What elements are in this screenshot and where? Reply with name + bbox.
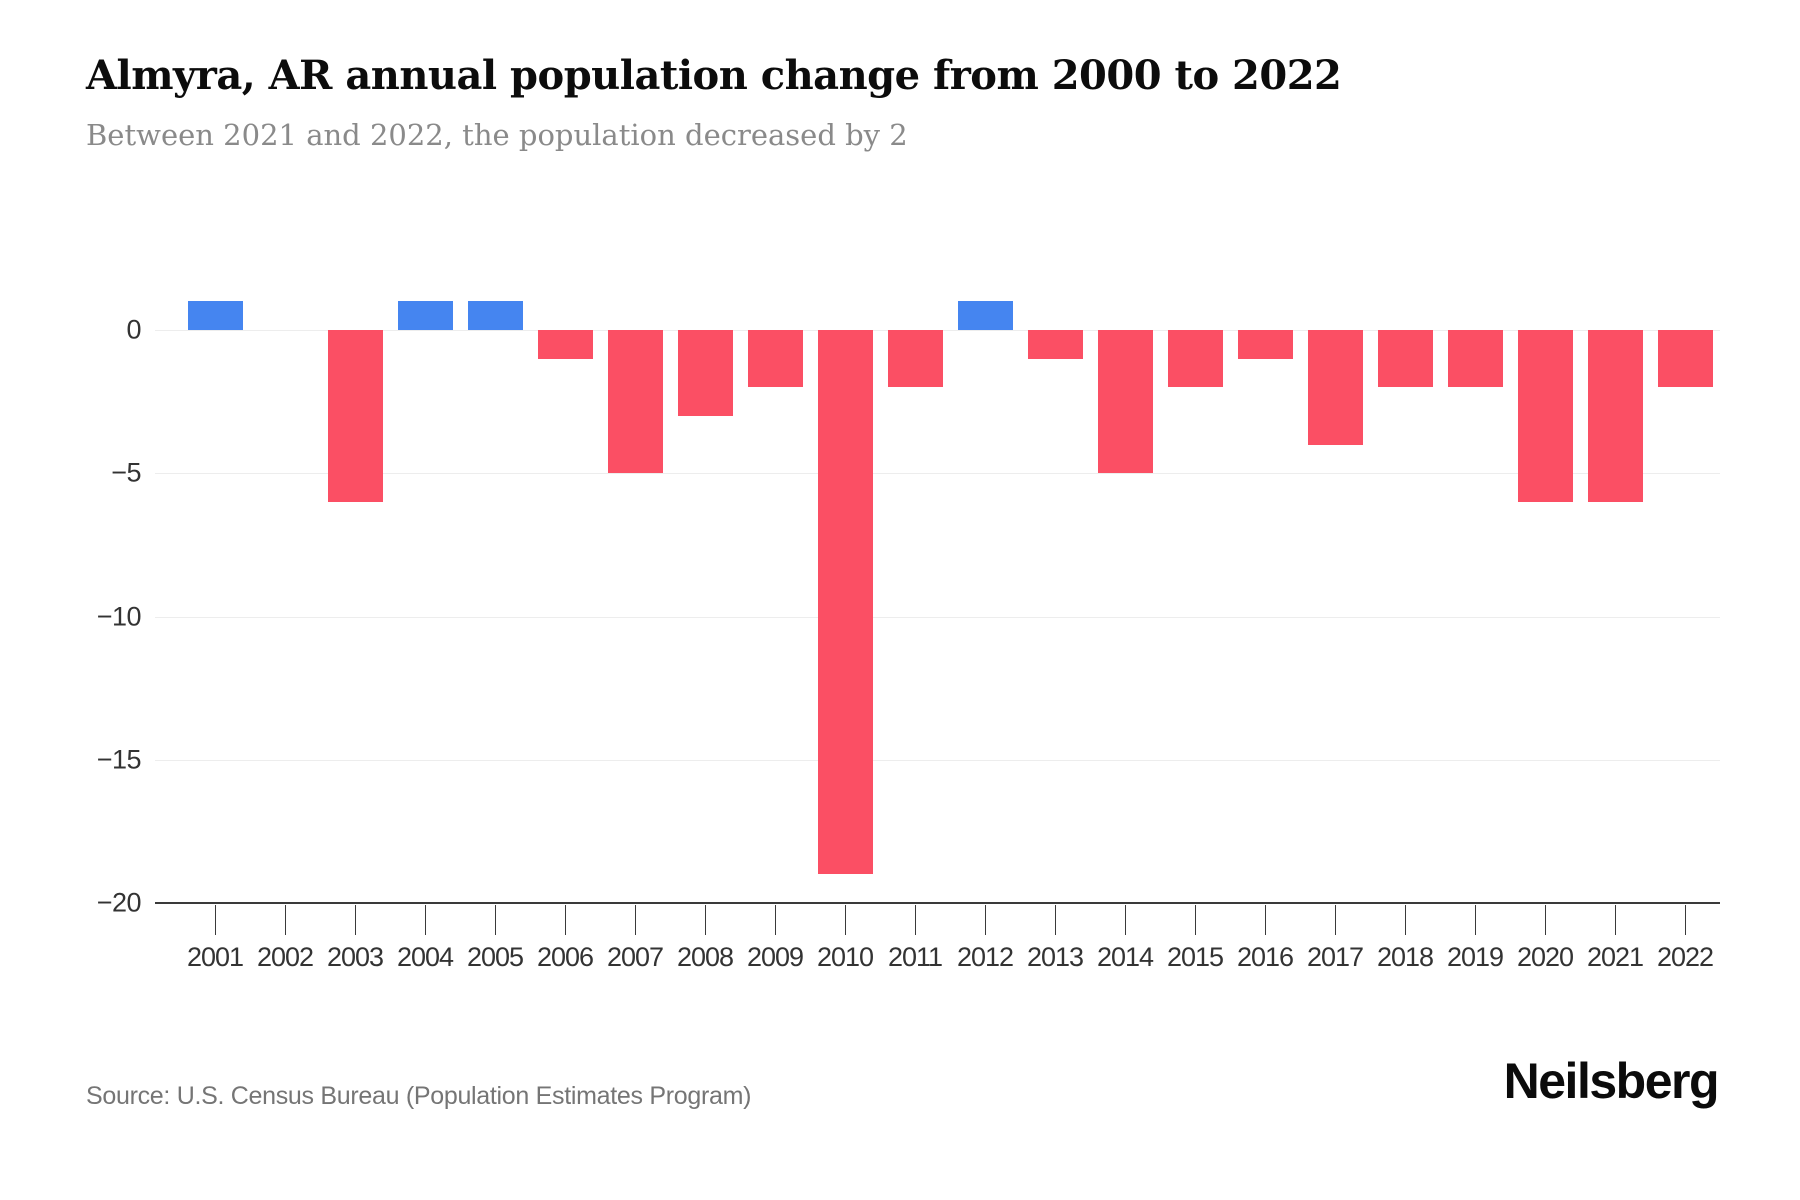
x-axis-label-2014: 2014 [1096, 942, 1154, 972]
bar-2014[interactable] [1097, 330, 1153, 474]
source-text: Source: U.S. Census Bureau (Population E… [86, 1082, 752, 1110]
x-tick-2021 [1615, 905, 1616, 935]
bar-2005[interactable] [467, 301, 523, 330]
x-axis-label-2008: 2008 [676, 942, 734, 972]
x-axis-label-2009: 2009 [746, 942, 804, 972]
x-axis-label-2018: 2018 [1376, 942, 1434, 972]
x-tick-2006 [565, 905, 566, 935]
x-tick-2022 [1685, 905, 1686, 935]
x-axis-label-2017: 2017 [1306, 942, 1364, 972]
bar-2007[interactable] [607, 330, 663, 474]
bar-2008[interactable] [677, 330, 733, 416]
x-axis-label-2016: 2016 [1236, 942, 1294, 972]
bar-2015[interactable] [1167, 330, 1223, 388]
x-axis-label-2005: 2005 [466, 942, 524, 972]
x-tick-2001 [215, 905, 216, 935]
bar-2011[interactable] [887, 330, 943, 388]
x-axis-label-2012: 2012 [956, 942, 1014, 972]
bar-2012[interactable] [957, 301, 1013, 330]
bar-2010[interactable] [817, 330, 873, 875]
x-tick-2008 [705, 905, 706, 935]
x-tick-2018 [1405, 905, 1406, 935]
bar-2009[interactable] [747, 330, 803, 388]
y-axis-label--5: −5 [111, 457, 141, 488]
x-axis-label-2001: 2001 [186, 942, 244, 972]
x-tick-2009 [775, 905, 776, 935]
x-tick-2019 [1475, 905, 1476, 935]
bar-2018[interactable] [1377, 330, 1433, 388]
x-axis-label-2011: 2011 [887, 942, 943, 972]
x-axis-label-2015: 2015 [1166, 942, 1224, 972]
bar-2020[interactable] [1517, 330, 1573, 502]
bar-2022[interactable] [1657, 330, 1713, 388]
bar-chart-plot-area: 0 −5 −10 −15 −20 2001 2002 2003 2004 2005 2006 2007… [97, 230, 1720, 972]
x-tick-2017 [1335, 905, 1336, 935]
bar-2013[interactable] [1027, 330, 1083, 359]
y-axis-label--10: −10 [96, 601, 142, 631]
y-axis-label--15: −15 [96, 744, 142, 775]
x-axis-line [155, 902, 1720, 904]
bar-2017[interactable] [1307, 330, 1363, 445]
x-axis-label-2013: 2013 [1026, 942, 1084, 972]
page-subtitle: Between 2021 and 2022, the population de… [86, 118, 908, 152]
bar-2001[interactable] [187, 301, 243, 330]
gridline-y--10 [155, 616, 1720, 618]
x-tick-2003 [355, 905, 356, 935]
x-axis-label-2010: 2010 [816, 942, 874, 972]
gridline-y--15 [155, 759, 1720, 761]
x-tick-2010 [845, 905, 846, 935]
bar-2016[interactable] [1237, 330, 1293, 359]
x-axis-label-2007: 2007 [606, 942, 664, 972]
x-tick-2011 [915, 905, 916, 935]
x-axis-label-2003: 2003 [326, 942, 384, 972]
x-tick-2015 [1195, 905, 1196, 935]
x-axis-label-2020: 2020 [1516, 942, 1574, 972]
x-axis-label-2019: 2019 [1446, 942, 1504, 972]
brand-logo: Neilsberg [1503, 1053, 1720, 1109]
bar-2021[interactable] [1587, 330, 1643, 502]
x-axis-label-2006: 2006 [536, 942, 594, 972]
x-axis-label-2022: 2022 [1656, 942, 1714, 972]
bar-2019[interactable] [1447, 330, 1503, 388]
gridline-y--5 [155, 473, 1720, 475]
x-tick-2012 [985, 905, 986, 935]
x-tick-2020 [1545, 905, 1546, 935]
x-tick-2007 [635, 905, 636, 935]
x-tick-2016 [1265, 905, 1266, 935]
x-axis-label-2002: 2002 [256, 942, 314, 972]
x-axis-label-2004: 2004 [396, 942, 454, 972]
bar-2006[interactable] [537, 330, 593, 359]
x-tick-2013 [1055, 905, 1056, 935]
x-tick-2014 [1125, 905, 1126, 935]
x-axis-label-2021: 2021 [1586, 942, 1644, 972]
bar-2003[interactable] [327, 330, 383, 502]
y-axis-label-0: 0 [126, 314, 141, 345]
bar-2004[interactable] [397, 301, 453, 330]
page-title: Almyra, AR annual population change from… [86, 52, 1342, 99]
x-tick-2005 [495, 905, 496, 935]
y-axis-label--20: −20 [96, 887, 142, 918]
x-tick-2004 [425, 905, 426, 935]
x-tick-2002 [285, 905, 286, 935]
